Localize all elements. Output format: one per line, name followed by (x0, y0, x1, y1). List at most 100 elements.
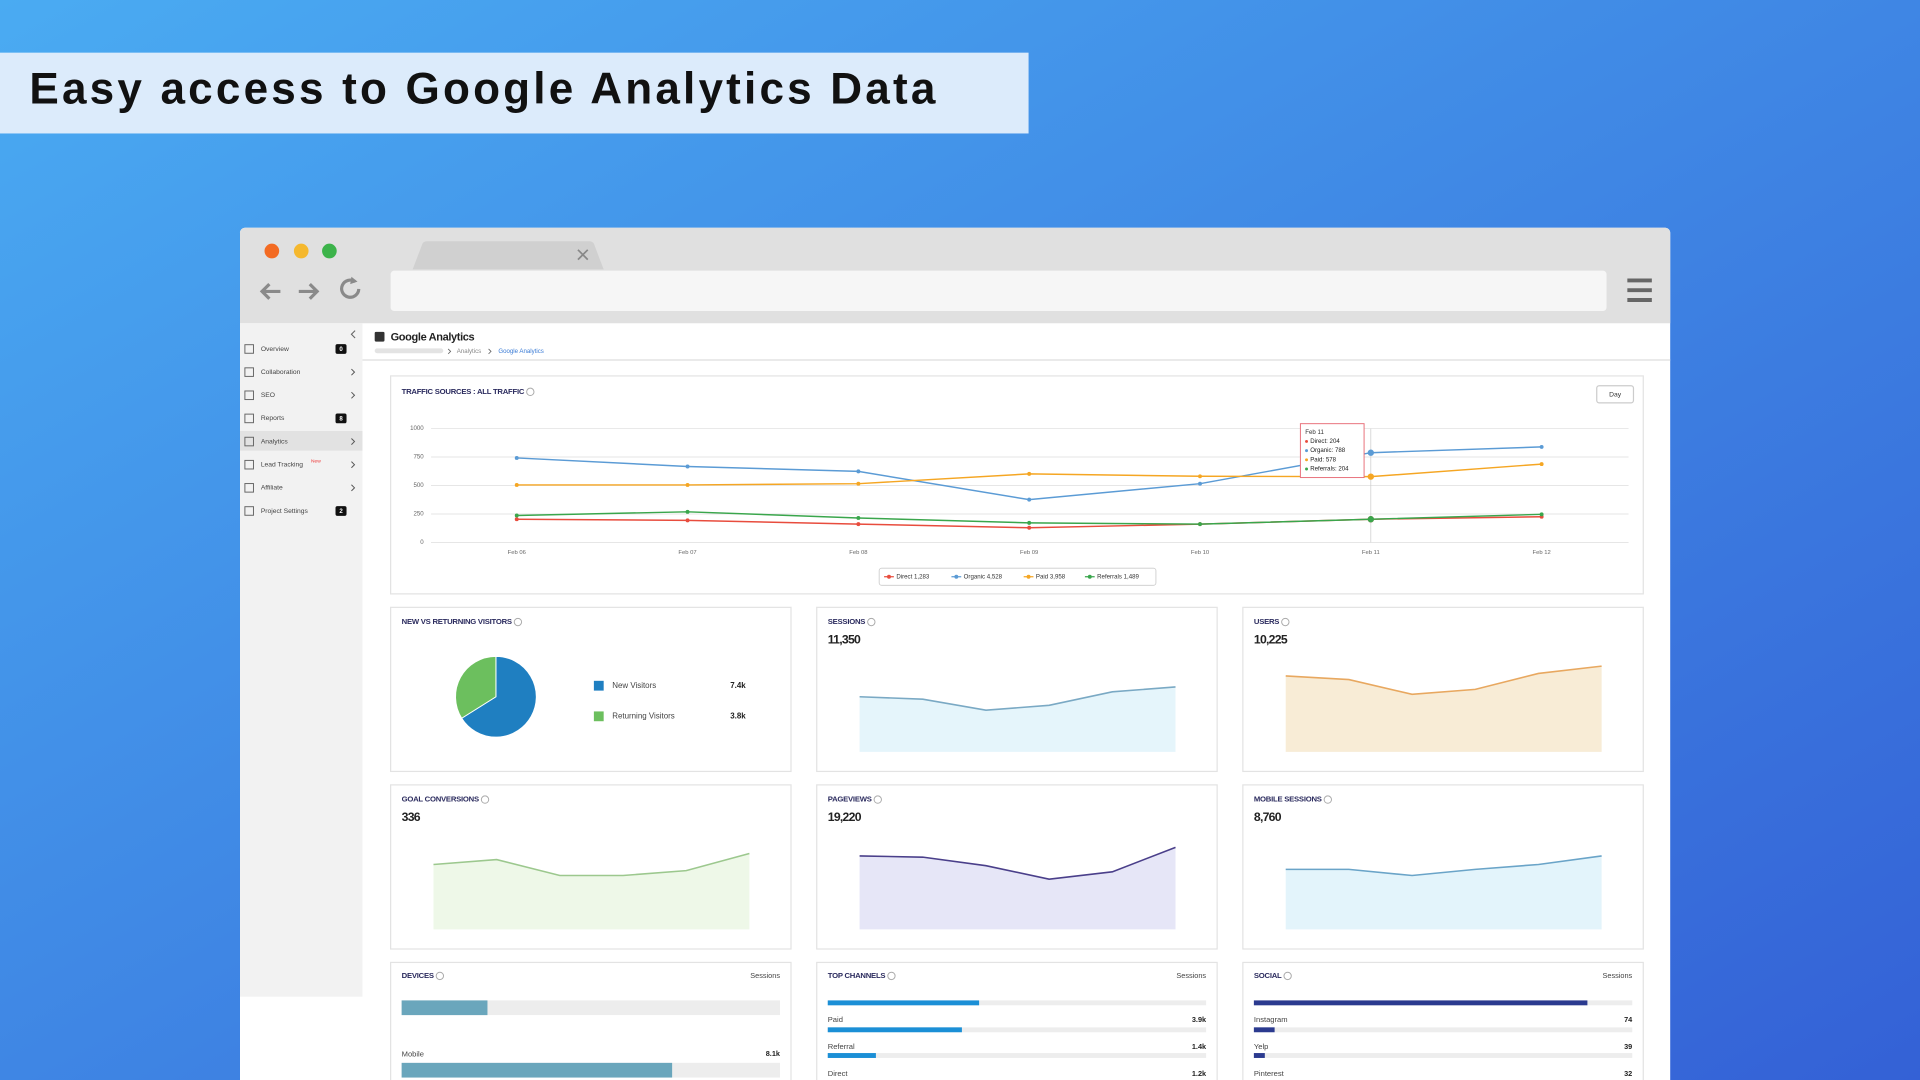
info-icon (480, 795, 490, 804)
nav-label[interactable]: Reports (261, 415, 285, 422)
tooltip-dot (1305, 458, 1309, 462)
tooltip-line: Paid: 578 (1310, 456, 1336, 463)
bar-list: Mobile 8.1k (401, 1000, 781, 1078)
nav-tag: New (311, 458, 321, 464)
nav-badge (335, 506, 347, 516)
legend-entry[interactable]: Paid 3,958 (1036, 573, 1066, 580)
nav-badge-count: 2 (339, 508, 343, 515)
nav-label[interactable]: Lead Tracking (261, 461, 303, 468)
menu-button[interactable] (1627, 278, 1652, 302)
legend-entry[interactable]: Organic 4,528 (964, 573, 1003, 580)
tab[interactable] (412, 241, 604, 270)
card-title: MOBILE SESSIONS (1254, 795, 1322, 804)
series-point (685, 509, 690, 514)
x-tick-label: Feb 10 (1191, 550, 1210, 556)
nav-label[interactable]: Collaboration (261, 369, 301, 376)
series-point (514, 517, 519, 522)
bar-value: 8.1k (766, 1049, 781, 1058)
x-tick-label: Feb 08 (849, 550, 867, 556)
legend-box (878, 567, 1157, 586)
bar-track (1253, 1027, 1633, 1033)
card-title: TOP CHANNELS (828, 971, 886, 980)
header-icon (374, 331, 385, 342)
reload-button[interactable] (340, 278, 361, 299)
series-point (1367, 473, 1374, 480)
bar-label: Pinterest (1254, 1069, 1285, 1078)
range-button[interactable] (1596, 385, 1635, 404)
card-total: 11,350 (828, 633, 861, 647)
x-tick-label: Feb 11 (1362, 550, 1380, 556)
nav-icon (244, 506, 254, 516)
area-fill (859, 686, 1176, 752)
maximize-dot[interactable] (322, 243, 337, 259)
sidebar (240, 323, 363, 997)
info-icon (526, 387, 535, 397)
legend-entry[interactable]: Referrals 1,489 (1097, 573, 1139, 580)
legend-swatch-dot (954, 574, 959, 579)
y-tick-label: 250 (413, 511, 424, 518)
info-icon (887, 971, 896, 981)
info-icon (513, 617, 523, 627)
tooltip (1299, 423, 1365, 479)
series-point (1198, 522, 1202, 527)
minimize-dot[interactable] (293, 243, 309, 259)
legend-total: 1,283 (914, 573, 930, 580)
bar-label: Direct (828, 1069, 849, 1078)
series-point (1539, 462, 1544, 467)
series-point (1027, 520, 1032, 525)
nav-label[interactable]: Overview (261, 346, 289, 353)
legend-name: Direct (896, 573, 912, 580)
bar-value: 32 (1624, 1069, 1632, 1078)
card (1242, 961, 1644, 1080)
nav-label[interactable]: Project Settings (261, 508, 309, 515)
tooltip-dot (1305, 467, 1309, 471)
series-point (1367, 449, 1374, 456)
info-icon (873, 795, 882, 804)
series-point (856, 522, 861, 527)
series-point (1027, 525, 1032, 530)
url-bar[interactable] (390, 270, 1607, 312)
nav-label[interactable]: Affiliate (261, 485, 283, 492)
bar-label: Referral (828, 1042, 855, 1051)
x-tick-label: Feb 12 (1533, 550, 1551, 556)
bar-track (401, 1000, 780, 1016)
series-point (1198, 481, 1202, 486)
nav-icon (244, 390, 254, 401)
nav-label[interactable]: Analytics (261, 438, 289, 445)
series-point (856, 481, 861, 486)
series-point (685, 518, 690, 523)
info-icon (1283, 971, 1292, 981)
bar-list: Paid 3.9k Referral 1.4k Direct 1.2k (827, 1000, 1207, 1078)
y-tick-label: 500 (413, 482, 424, 489)
nav-label[interactable]: SEO (261, 392, 275, 399)
card-total: 336 (402, 810, 421, 824)
page-title: Google Analytics (391, 331, 475, 343)
bar (827, 1027, 962, 1033)
card (816, 961, 1218, 1080)
area-line (1285, 855, 1602, 877)
sidebar-collapse[interactable] (350, 330, 356, 339)
series-point (1539, 512, 1544, 517)
tooltip-title: Feb 11 (1305, 429, 1324, 436)
tab-close[interactable] (577, 249, 589, 261)
y-tick-label: 750 (413, 454, 424, 461)
legend-value: 3.8k (730, 711, 746, 720)
bar-label: Mobile (402, 1049, 424, 1058)
info-icon (1323, 795, 1332, 804)
breadcrumb-current: Google Analytics (498, 348, 544, 355)
bar-value: 74 (1624, 1015, 1633, 1024)
column-header: Sessions (1602, 971, 1632, 980)
close-dot[interactable] (264, 243, 280, 259)
breadcrumb[interactable]: Analytics (457, 348, 481, 355)
legend-entry[interactable]: Direct 1,283 (896, 573, 930, 580)
forward-button[interactable] (298, 282, 320, 300)
area-fill (1285, 855, 1602, 930)
breadcrumb-sep (447, 348, 452, 355)
series-point (1027, 497, 1032, 502)
legend-total: 3,958 (1050, 573, 1066, 580)
banner (0, 52, 1029, 134)
back-button[interactable] (259, 282, 281, 300)
info-icon (867, 617, 876, 627)
bar-list: Instagram 74 Yelp 39 Pinterest 32 (1253, 1000, 1633, 1078)
